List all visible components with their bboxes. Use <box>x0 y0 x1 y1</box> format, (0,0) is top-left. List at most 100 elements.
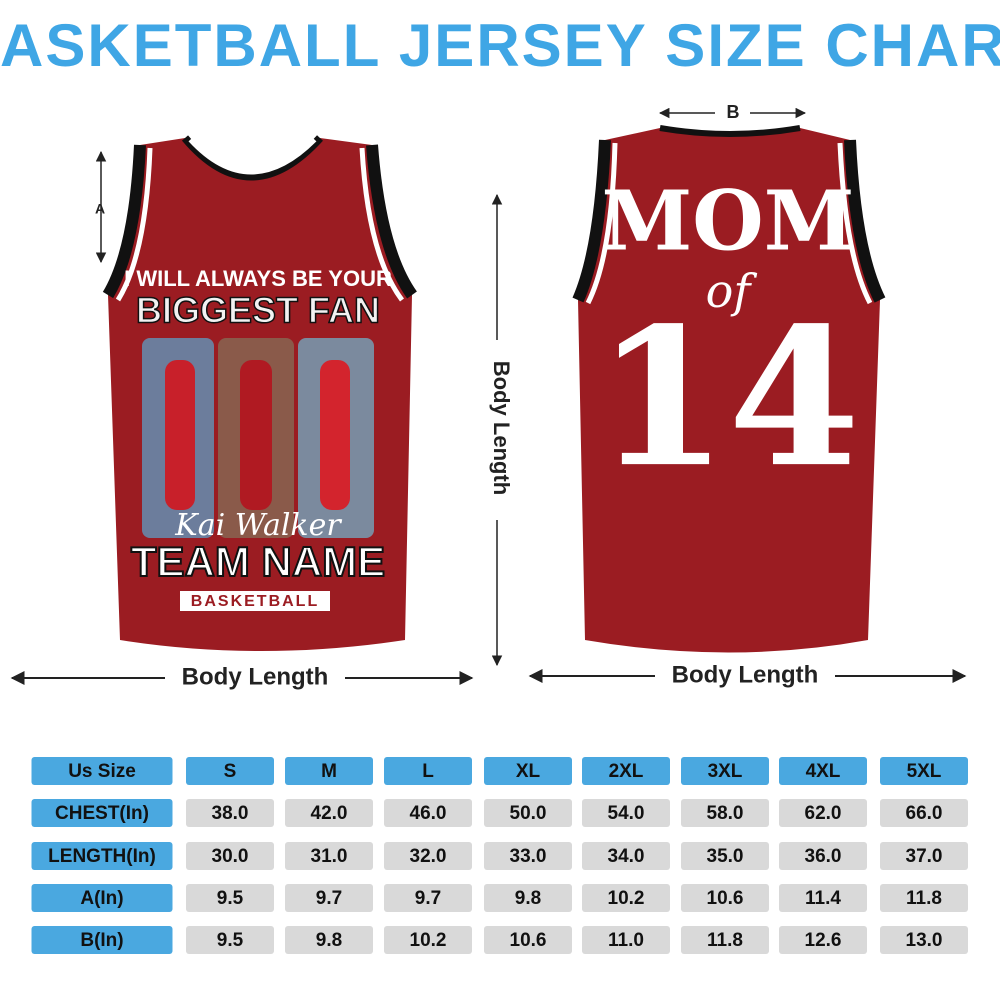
cell-text: 46.0 <box>410 803 447 824</box>
table-cell <box>186 799 274 827</box>
table-cell <box>384 926 472 954</box>
header-text: XL <box>516 761 541 782</box>
table-cell <box>384 842 472 870</box>
table-cell <box>681 926 769 954</box>
table-cell <box>186 926 274 954</box>
table-cell <box>681 884 769 912</box>
table-cell <box>186 842 274 870</box>
header-text: S <box>224 761 237 782</box>
table-cell <box>484 842 572 870</box>
table-cell <box>384 799 472 827</box>
cell-text: 42.0 <box>311 803 348 824</box>
cell-text: 34.0 <box>608 846 645 867</box>
table-cell <box>31 799 173 827</box>
cell-text: B(In) <box>80 930 123 951</box>
header-cell <box>31 757 173 785</box>
cell-text: CHEST(In) <box>55 803 149 824</box>
cell-text: 30.0 <box>212 846 249 867</box>
cell-text: 11.8 <box>707 930 743 951</box>
label-vertical: Body Length <box>489 361 514 495</box>
header-cell <box>681 757 769 785</box>
cell-text: 9.8 <box>316 930 342 951</box>
table-cell <box>484 799 572 827</box>
front-line1: I WILL ALWAYS BE YOUR <box>124 266 392 291</box>
cell-text: 9.5 <box>217 930 244 951</box>
size-table: Us Size S M L XL 2XL 3XL 4XL 5XL CHEST(In) 38.0 42.… <box>31 757 968 954</box>
cell-text: 12.6 <box>805 930 842 951</box>
guides <box>10 107 967 685</box>
table-cell <box>285 842 373 870</box>
label-b: B <box>727 102 740 122</box>
header-text: 3XL <box>708 761 743 782</box>
header-text: 5XL <box>907 761 942 782</box>
cell-text: 11.0 <box>608 930 644 951</box>
table-cell <box>31 842 173 870</box>
table-cell <box>880 842 968 870</box>
label-front-width: Body Length <box>182 663 329 690</box>
cell-text: 9.8 <box>515 888 541 909</box>
cell-text: 10.6 <box>510 930 547 951</box>
back-top: MOM <box>602 173 855 269</box>
front-line2: BIGGEST FAN <box>136 290 380 331</box>
table-cell <box>384 884 472 912</box>
cell-text: 31.0 <box>311 846 348 867</box>
table-cell <box>285 884 373 912</box>
table-cell <box>582 842 670 870</box>
front-jersey: I WILL ALWAYS BE YOUR BIGGEST FAN Kai Wa… <box>102 135 417 651</box>
cell-text: 50.0 <box>510 803 547 824</box>
cell-text: 62.0 <box>805 803 842 824</box>
table-cell <box>285 926 373 954</box>
cell-text: 36.0 <box>805 846 842 867</box>
cell-text: 11.8 <box>906 888 942 909</box>
table-cell <box>779 842 867 870</box>
table-cell <box>681 842 769 870</box>
cell-text: 35.0 <box>707 846 744 867</box>
sport: BASKETBALL <box>191 593 319 610</box>
back-jersey: MOM of 14 <box>572 125 886 653</box>
cell-text: 10.2 <box>608 888 645 909</box>
header-text: M <box>321 761 337 782</box>
back-number: 14 <box>596 286 860 509</box>
label-a: A <box>95 201 105 217</box>
table-cell <box>31 884 173 912</box>
header-text: L <box>422 761 434 782</box>
table-cell <box>880 926 968 954</box>
table-cell <box>779 926 867 954</box>
header-cell <box>779 757 867 785</box>
table-cell <box>880 799 968 827</box>
header-cell <box>880 757 968 785</box>
table-cell <box>582 884 670 912</box>
header-cell <box>285 757 373 785</box>
table-cell <box>779 799 867 827</box>
cell-text: 10.6 <box>707 888 744 909</box>
table-cell <box>582 799 670 827</box>
cell-text: 10.2 <box>410 930 447 951</box>
player-name: Kai Walker <box>174 508 342 543</box>
cell-text: 13.0 <box>906 930 943 951</box>
cell-text: 58.0 <box>707 803 744 824</box>
cell-text: 66.0 <box>906 803 943 824</box>
table-cell <box>880 884 968 912</box>
header-text: 2XL <box>609 761 644 782</box>
table-cell <box>186 884 274 912</box>
header-cell <box>384 757 472 785</box>
title: BASKETBALL JERSEY SIZE CHART <box>0 12 1000 79</box>
table-cell <box>31 926 173 954</box>
cell-text: 37.0 <box>906 846 943 867</box>
header-cell <box>186 757 274 785</box>
cell-text: 32.0 <box>410 846 447 867</box>
header-cell <box>582 757 670 785</box>
back-middle: of <box>706 264 758 318</box>
label-back-width: Body Length <box>672 661 819 688</box>
cell-text: 54.0 <box>608 803 645 824</box>
cell-text: LENGTH(In) <box>48 846 156 867</box>
table-cell <box>285 799 373 827</box>
cell-text: 33.0 <box>510 846 547 867</box>
header-text: 4XL <box>806 761 841 782</box>
cell-text: 38.0 <box>212 803 249 824</box>
header-cell <box>484 757 572 785</box>
cell-text: 11.4 <box>805 888 841 909</box>
cell-text: A(In) <box>80 888 123 909</box>
table-cell <box>484 884 572 912</box>
table-cell <box>681 799 769 827</box>
